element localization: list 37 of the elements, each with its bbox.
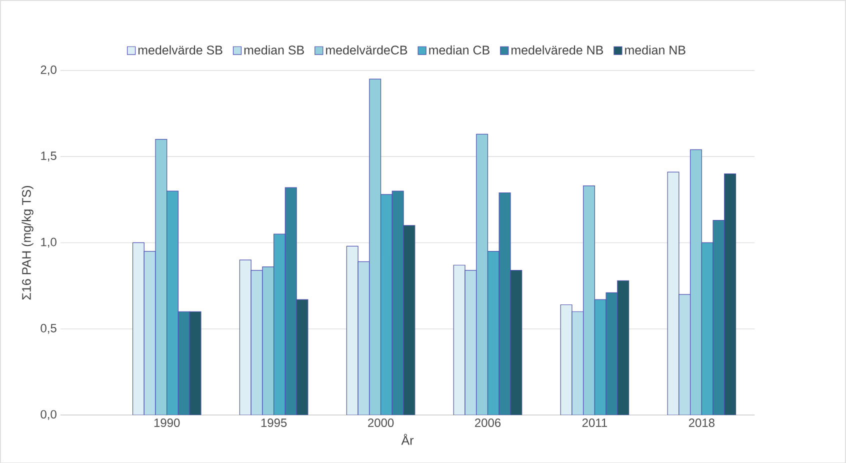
bar bbox=[155, 138, 168, 415]
legend-label: median SB bbox=[244, 45, 304, 54]
bar bbox=[498, 192, 511, 415]
y-tick-label: 1,5 bbox=[41, 151, 56, 162]
bar bbox=[510, 270, 522, 415]
bar bbox=[712, 220, 725, 415]
bar bbox=[189, 311, 202, 415]
x-tick-label: 2011 bbox=[582, 418, 608, 427]
bar bbox=[392, 190, 404, 415]
bar bbox=[403, 224, 416, 415]
x-tick-label: 1990 bbox=[154, 418, 180, 427]
bar bbox=[178, 311, 190, 415]
legend-label: medelvärede NB bbox=[512, 45, 603, 54]
bar bbox=[284, 187, 297, 415]
legend-label: medelvärdeCB bbox=[326, 45, 408, 54]
bar bbox=[262, 266, 274, 415]
x-tick-label: 2006 bbox=[475, 418, 501, 427]
bar bbox=[617, 280, 630, 415]
bar bbox=[583, 185, 596, 415]
x-tick-label: 2000 bbox=[368, 418, 394, 427]
bar bbox=[476, 134, 488, 415]
y-tick-label: 0,0 bbox=[40, 410, 56, 420]
bar bbox=[724, 173, 736, 415]
y-axis-title: Σ16 PAH (mg/kg TS) bbox=[22, 186, 34, 300]
x-axis-title: År bbox=[401, 434, 414, 445]
x-tick-label: 2018 bbox=[688, 418, 714, 427]
legend-label: medelvärde SB bbox=[138, 45, 222, 54]
legend-label: median NB bbox=[625, 45, 686, 54]
y-tick-label: 2,0 bbox=[40, 65, 56, 76]
y-tick-label: 1,0 bbox=[41, 238, 56, 248]
legend-label: median CB bbox=[429, 45, 490, 54]
bar bbox=[296, 299, 308, 415]
bar bbox=[690, 149, 702, 415]
x-tick-label: 1995 bbox=[261, 418, 287, 427]
bar bbox=[369, 78, 382, 415]
bar bbox=[606, 292, 618, 415]
y-tick-label: 0,5 bbox=[40, 324, 56, 334]
